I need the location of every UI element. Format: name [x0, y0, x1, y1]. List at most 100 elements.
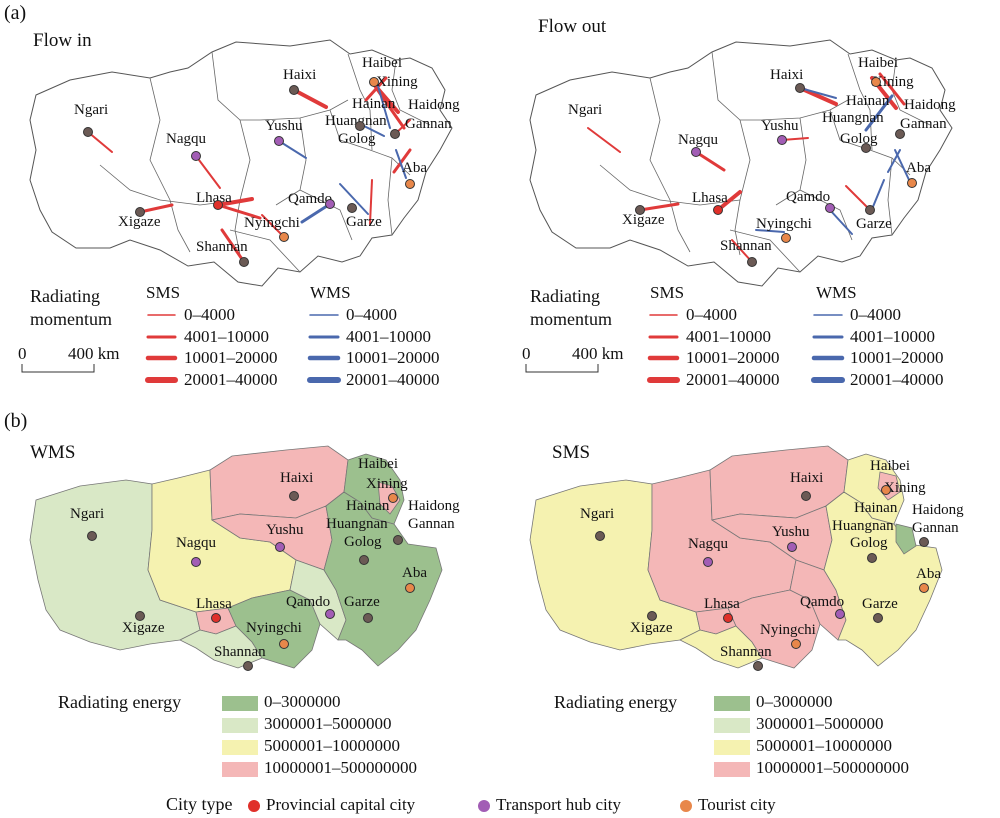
city-label-nyingchi: Nyingchi	[756, 216, 812, 232]
momentum-legend-title: Radiating momentum	[30, 285, 112, 331]
city-dot-nagqu	[191, 557, 201, 567]
city-label-huangnan: Huangnan	[326, 516, 388, 532]
energy-range-2: 3000001–5000000	[264, 714, 392, 733]
city-label-gannan: Gannan	[405, 116, 452, 132]
city-label-huangnan: Huangnan	[822, 110, 884, 126]
city-label-xining: Xining	[872, 74, 914, 90]
panel-b-label: (b)	[4, 410, 28, 432]
momentum-legend-arrows	[525, 314, 845, 383]
city-label-haibei: Haibei	[362, 55, 402, 71]
city-dot-ngari	[87, 531, 97, 541]
sms-range-3: 10001–20000	[184, 348, 278, 367]
energy-swatch-3	[714, 740, 750, 755]
city-label-xining: Xining	[884, 480, 926, 496]
sms-energy-regions	[529, 445, 943, 669]
city-dot-yushu	[777, 135, 787, 145]
city-label-gannan: Gannan	[900, 116, 947, 132]
wms-range-3: 10001–20000	[850, 348, 944, 367]
city-label-lhasa: Lhasa	[196, 190, 232, 206]
city-dot-haixi	[289, 85, 299, 95]
city-dot-garze	[363, 613, 373, 623]
wms-range-2: 4001–10000	[850, 327, 935, 346]
wms-energy-map: WMS Ngari Haixi Haibei Xining Hainan Hai…	[0, 420, 500, 790]
city-dot-golog	[355, 121, 365, 131]
energy-range-4: 10000001–500000000	[756, 758, 909, 777]
city-dot-golog	[359, 555, 369, 565]
momentum-legend-title-line2: momentum	[530, 309, 612, 329]
scale-distance: 400 km	[572, 344, 624, 363]
city-dot-qamdo	[325, 199, 335, 209]
city-dot-lhasa	[211, 613, 221, 623]
city-label-nyingchi: Nyingchi	[760, 622, 816, 638]
city-dot-aba	[919, 583, 929, 593]
city-label-aba: Aba	[402, 565, 427, 581]
city-dot-nagqu	[703, 557, 713, 567]
city-label-yushu: Yushu	[265, 118, 303, 134]
scale-distance: 400 km	[68, 344, 120, 363]
panel-a-label: (a)	[4, 2, 27, 24]
transport-hub-label: Transport hub city	[496, 795, 621, 814]
wms-legend-head: WMS	[310, 283, 351, 302]
city-label-ngari: Ngari	[74, 102, 109, 118]
city-dot-nagqu	[191, 151, 201, 161]
city-label-haixi: Haixi	[790, 470, 824, 486]
city-label-yushu: Yushu	[266, 522, 304, 538]
city-dot-gannan	[390, 129, 400, 139]
city-dot-haixi	[289, 491, 299, 501]
city-label-haibei: Haibei	[358, 456, 398, 472]
city-dot-nyingchi	[791, 639, 801, 649]
city-label-nagqu: Nagqu	[688, 536, 728, 552]
city-dot-xining	[388, 493, 398, 503]
flow-out-title: Flow out	[538, 16, 607, 37]
city-dot-ngari	[595, 531, 605, 541]
city-label-golog: Golog	[850, 535, 888, 551]
city-label-hainan: Hainan	[846, 93, 890, 109]
flow-in-title: Flow in	[33, 30, 92, 51]
momentum-legend-title-line2: momentum	[30, 309, 112, 329]
city-label-garze: Garze	[346, 214, 382, 230]
wms-range-4: 20001–40000	[850, 370, 944, 389]
city-label-aba: Aba	[916, 566, 941, 582]
city-label-gannan: Gannan	[408, 516, 455, 532]
wms-range-3: 10001–20000	[346, 348, 440, 367]
city-dot-shannan	[239, 257, 249, 267]
city-label-haibei: Haibei	[870, 458, 910, 474]
city-label-nagqu: Nagqu	[176, 535, 216, 551]
city-label-gannan: Gannan	[912, 520, 959, 536]
tourist-city-label: Tourist city	[698, 795, 776, 814]
city-dot-garze	[865, 205, 875, 215]
city-label-shannan: Shannan	[214, 644, 266, 660]
sms-range-2: 4001–10000	[686, 327, 771, 346]
energy-swatch-1	[714, 696, 750, 711]
city-label-ngari: Ngari	[70, 506, 105, 522]
city-label-haibei: Haibei	[858, 55, 898, 71]
city-label-aba: Aba	[906, 160, 931, 176]
wms-range-1: 0–4000	[850, 305, 901, 324]
city-dot-nyingchi	[781, 233, 791, 243]
city-label-lhasa: Lhasa	[692, 190, 728, 206]
city-dot-garze	[873, 613, 883, 623]
city-label-qamdo: Qamdo	[786, 189, 831, 205]
city-dot-xining	[369, 77, 379, 87]
city-dot-xigaze	[635, 205, 645, 215]
city-dot-lhasa	[723, 613, 733, 623]
city-dot-aba	[907, 178, 917, 188]
city-label-qamdo: Qamdo	[800, 594, 845, 610]
city-dot-xigaze	[135, 207, 145, 217]
wms-range-1: 0–4000	[346, 305, 397, 324]
energy-range-2: 3000001–5000000	[756, 714, 884, 733]
city-dot-lhasa	[713, 205, 723, 215]
city-label-nyingchi: Nyingchi	[244, 215, 300, 231]
energy-swatch-3	[222, 740, 258, 755]
energy-swatch-2	[222, 718, 258, 733]
city-label-haixi: Haixi	[770, 67, 804, 83]
city-label-garze: Garze	[856, 216, 892, 232]
tourist-city-marker	[680, 800, 692, 812]
city-label-golog: Golog	[840, 131, 878, 147]
city-dot-nagqu	[691, 147, 701, 157]
city-dot-xining	[881, 485, 891, 495]
sms-legend-head: SMS	[650, 283, 685, 302]
city-dot-gannan	[919, 537, 929, 547]
city-dot-aba	[405, 179, 415, 189]
momentum-legend-title-line1: Radiating	[30, 286, 100, 306]
